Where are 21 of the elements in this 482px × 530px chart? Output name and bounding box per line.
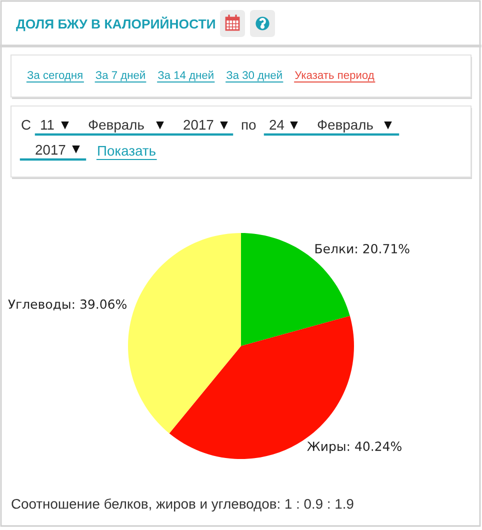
text: За 7 дней <box>96 70 145 82</box>
text: За 30 дней <box>226 70 282 82</box>
pie-slice <box>169 316 354 459</box>
text: Февраль <box>318 120 373 132</box>
text: 2017 <box>36 144 66 155</box>
text: С <box>22 120 30 130</box>
text: 2017 <box>184 120 214 130</box>
text: по <box>242 122 256 130</box>
slice-label: Жиры: 40.24% <box>307 442 402 454</box>
pie-slice <box>128 233 241 434</box>
text: За 14 дней <box>158 70 214 82</box>
slice-label: Белки: 20.71% <box>315 244 410 254</box>
text: Указать период <box>294 71 374 82</box>
text: Февраль <box>88 120 144 132</box>
chart-title: ДОЛЯ БЖУ В КАЛОРИЙНОСТИ <box>16 16 215 32</box>
text: За сегодня <box>27 71 82 82</box>
text: Соотношение белков, жиров и углеводов: 1 : 0.9 : 1.9 <box>12 498 354 512</box>
slice-label: Углеводы: 39.06% <box>8 299 126 310</box>
text: 11 <box>41 120 54 130</box>
text: 24 <box>270 120 284 130</box>
text: Показать <box>98 146 156 156</box>
